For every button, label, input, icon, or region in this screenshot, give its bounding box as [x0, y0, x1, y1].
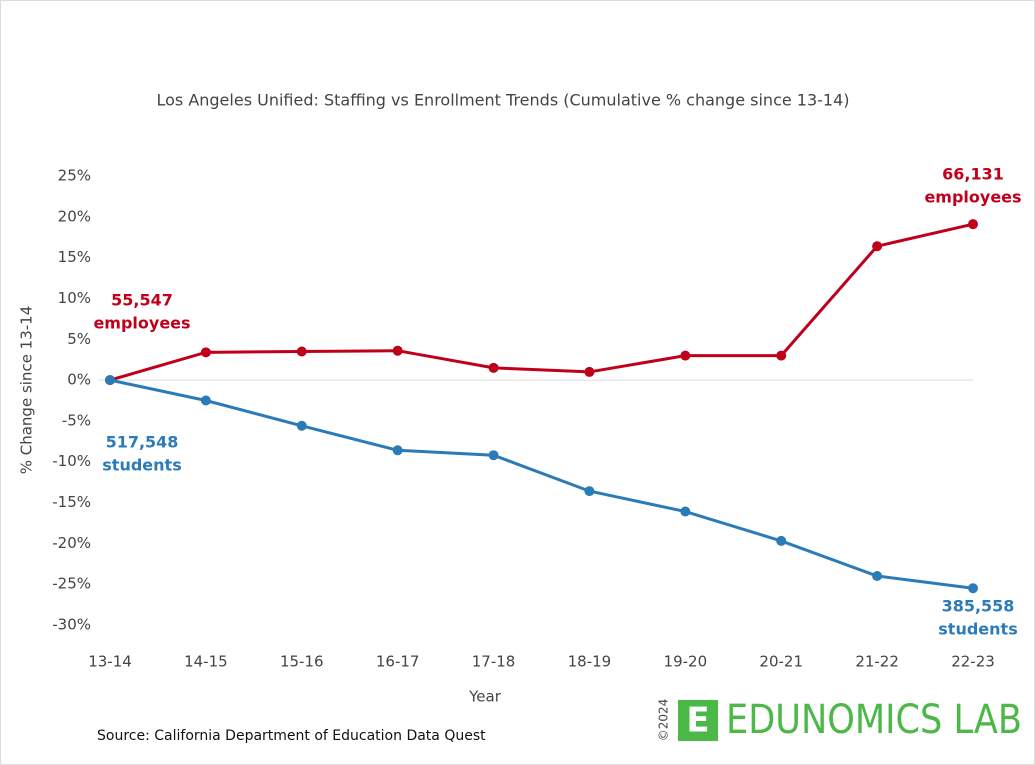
point [200, 395, 211, 406]
point [584, 366, 595, 377]
point [776, 350, 787, 361]
y-tick-label: -10% [52, 452, 91, 470]
x-tick-label: 13-14 [88, 653, 132, 671]
x-tick-label: 22-23 [951, 653, 995, 671]
x-tick-label: 19-20 [664, 653, 708, 671]
brand-name: EDUNOMICS LAB [726, 697, 1022, 743]
y-tick-label: -5% [62, 411, 91, 429]
annotation: 385,558 [942, 597, 1015, 616]
point [872, 241, 883, 252]
logo-letter: E [686, 701, 709, 741]
point [392, 445, 403, 456]
point [680, 350, 691, 361]
y-tick-label: -30% [52, 616, 91, 634]
x-tick-label: 17-18 [472, 653, 516, 671]
point [680, 506, 691, 517]
point [200, 347, 211, 358]
point [488, 362, 499, 373]
y-tick-label: -20% [52, 534, 91, 552]
x-tick-label: 21-22 [855, 653, 899, 671]
annotation: employees [924, 188, 1021, 207]
logo-box [678, 700, 718, 741]
point [392, 345, 403, 356]
y-tick-label: -25% [52, 575, 91, 593]
y-axis-label: % Change since 13-14 [18, 306, 36, 475]
annotation: 55,547 [111, 291, 173, 310]
annotation: students [938, 620, 1017, 639]
point [968, 219, 978, 230]
series-line [109, 222, 974, 382]
series-line [109, 378, 974, 590]
chart-title: Los Angeles Unified: Staffing vs Enrollm… [156, 91, 849, 110]
y-tick-label: 15% [58, 248, 91, 266]
y-tick-label: 10% [58, 289, 91, 307]
point [968, 583, 978, 594]
point [296, 420, 307, 431]
point [584, 486, 595, 497]
point [776, 535, 787, 546]
x-tick-label: 18-19 [568, 653, 612, 671]
y-tick-label: 0% [67, 371, 91, 389]
x-tick-label: 20-21 [759, 653, 803, 671]
source: Source: California Department of Educati… [97, 728, 486, 744]
point [296, 346, 307, 357]
x-tick-label: 14-15 [184, 653, 228, 671]
y-tick-label: -15% [52, 493, 91, 511]
point [872, 571, 883, 582]
x-tick-label: 15-16 [280, 653, 324, 671]
y-tick-label: 5% [67, 330, 91, 348]
y-tick-label: 20% [58, 207, 91, 225]
copyright: ©2024 [657, 699, 671, 742]
annotation: 517,548 [106, 433, 179, 452]
annotation: 66,131 [942, 165, 1004, 184]
annotation: students [102, 456, 181, 475]
point [488, 450, 499, 461]
y-tick-label: 25% [58, 167, 91, 185]
annotation: employees [93, 314, 190, 333]
x-axis-label: Year [468, 688, 502, 706]
point [105, 375, 115, 386]
x-tick-label: 16-17 [376, 653, 420, 671]
